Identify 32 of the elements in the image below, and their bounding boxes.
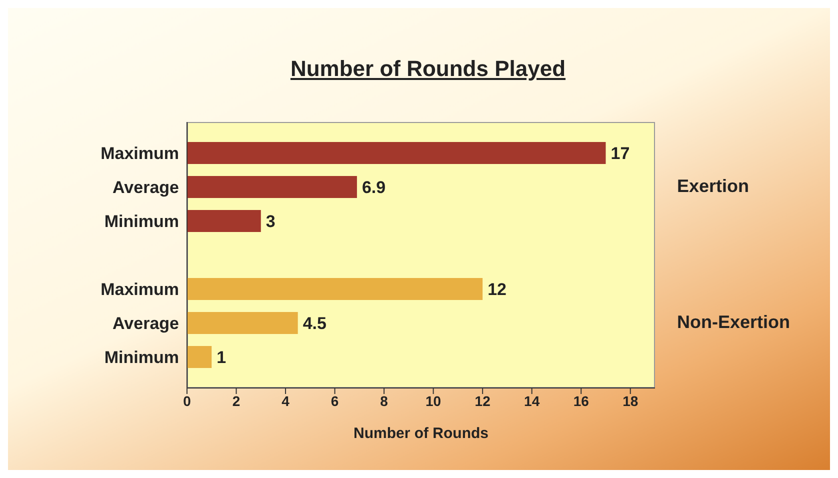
x-tick-label: 10 [426,392,442,409]
x-tick-label: 12 [474,392,491,409]
x-tick-label: 0 [183,392,192,409]
x-tick-label: 18 [622,392,638,409]
chart-title: Number of Rounds Played [289,56,567,82]
y-tick-label: Average [112,178,179,198]
bar [187,176,357,198]
text: Exertion [677,176,750,197]
data-label: 17 [610,144,630,164]
bar [187,210,261,232]
bar [187,346,212,368]
y-tick-label: Average [112,314,179,334]
y-tick-label: Maximum [100,280,179,300]
data-label: 6.9 [362,178,386,198]
bar [187,278,483,300]
data-label: 1 [216,348,226,368]
text: Non-Exertion [677,312,790,333]
y-tick-label: Minimum [104,212,179,232]
data-label: 3 [266,212,276,232]
y-tick-label: Maximum [100,144,179,164]
x-tick-label: 6 [330,392,339,409]
bar [187,142,606,164]
x-tick-label: 4 [282,392,290,409]
bar [187,312,298,334]
x-tick-label: 14 [524,392,540,409]
data-label: 4.5 [302,314,326,334]
data-label: 12 [488,280,506,300]
x-tick-label: 16 [573,392,590,409]
x-tick-label: 2 [232,392,240,409]
y-tick-label: Minimum [104,348,179,368]
x-tick-label: 8 [380,392,388,409]
x-axis-title: Number of Rounds [354,425,488,442]
